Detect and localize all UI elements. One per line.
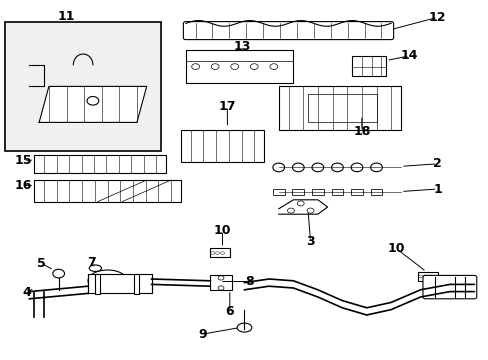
Text: 5: 5 [37,257,46,270]
Bar [210,248,229,257]
Bar [307,94,376,122]
Bar [311,189,323,195]
Bar [185,50,293,83]
Bar [292,189,304,195]
Circle shape [350,163,362,172]
Text: 1: 1 [432,183,441,195]
Circle shape [272,163,284,172]
Bar [351,56,386,76]
Bar [278,86,400,130]
Polygon shape [278,200,327,214]
Ellipse shape [89,265,102,271]
Text: 12: 12 [428,11,446,24]
Text: 14: 14 [400,49,418,62]
Text: 9: 9 [198,328,207,341]
Bar [88,274,151,293]
Bar [34,180,181,202]
Circle shape [53,269,64,278]
Ellipse shape [88,270,127,292]
Bar [331,189,343,195]
Text: 4: 4 [22,286,31,299]
Circle shape [331,163,343,172]
Bar [417,272,437,281]
FancyBboxPatch shape [422,275,476,299]
Circle shape [292,163,304,172]
Text: 10: 10 [386,242,404,255]
Bar [5,22,161,151]
Text: 8: 8 [244,275,253,288]
Text: 17: 17 [218,100,236,113]
Text: 2: 2 [432,157,441,170]
Bar [134,274,139,294]
Text: 13: 13 [233,40,250,53]
Text: 3: 3 [305,235,314,248]
Text: 6: 6 [225,305,234,318]
Text: 10: 10 [213,224,231,237]
Polygon shape [39,86,146,122]
Circle shape [311,163,323,172]
Bar [34,155,166,173]
Bar [272,189,284,195]
Text: 11: 11 [57,10,75,23]
Text: 15: 15 [15,154,32,167]
Bar [181,130,264,162]
FancyBboxPatch shape [183,22,393,40]
Circle shape [87,96,99,105]
Bar [370,189,382,195]
Bar [210,275,232,290]
Text: 7: 7 [87,256,96,269]
Text: 16: 16 [15,179,32,192]
Bar [95,274,100,294]
Text: 18: 18 [352,125,370,138]
Bar [350,189,362,195]
Circle shape [370,163,382,172]
Ellipse shape [237,323,251,332]
